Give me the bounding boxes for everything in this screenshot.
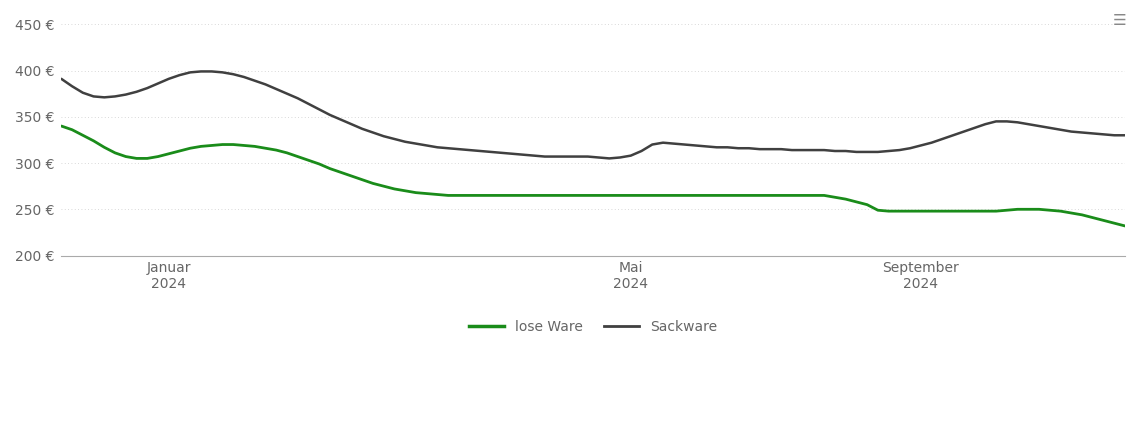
Text: ☰: ☰ bbox=[1113, 13, 1126, 28]
Legend: lose Ware, Sackware: lose Ware, Sackware bbox=[464, 315, 723, 340]
